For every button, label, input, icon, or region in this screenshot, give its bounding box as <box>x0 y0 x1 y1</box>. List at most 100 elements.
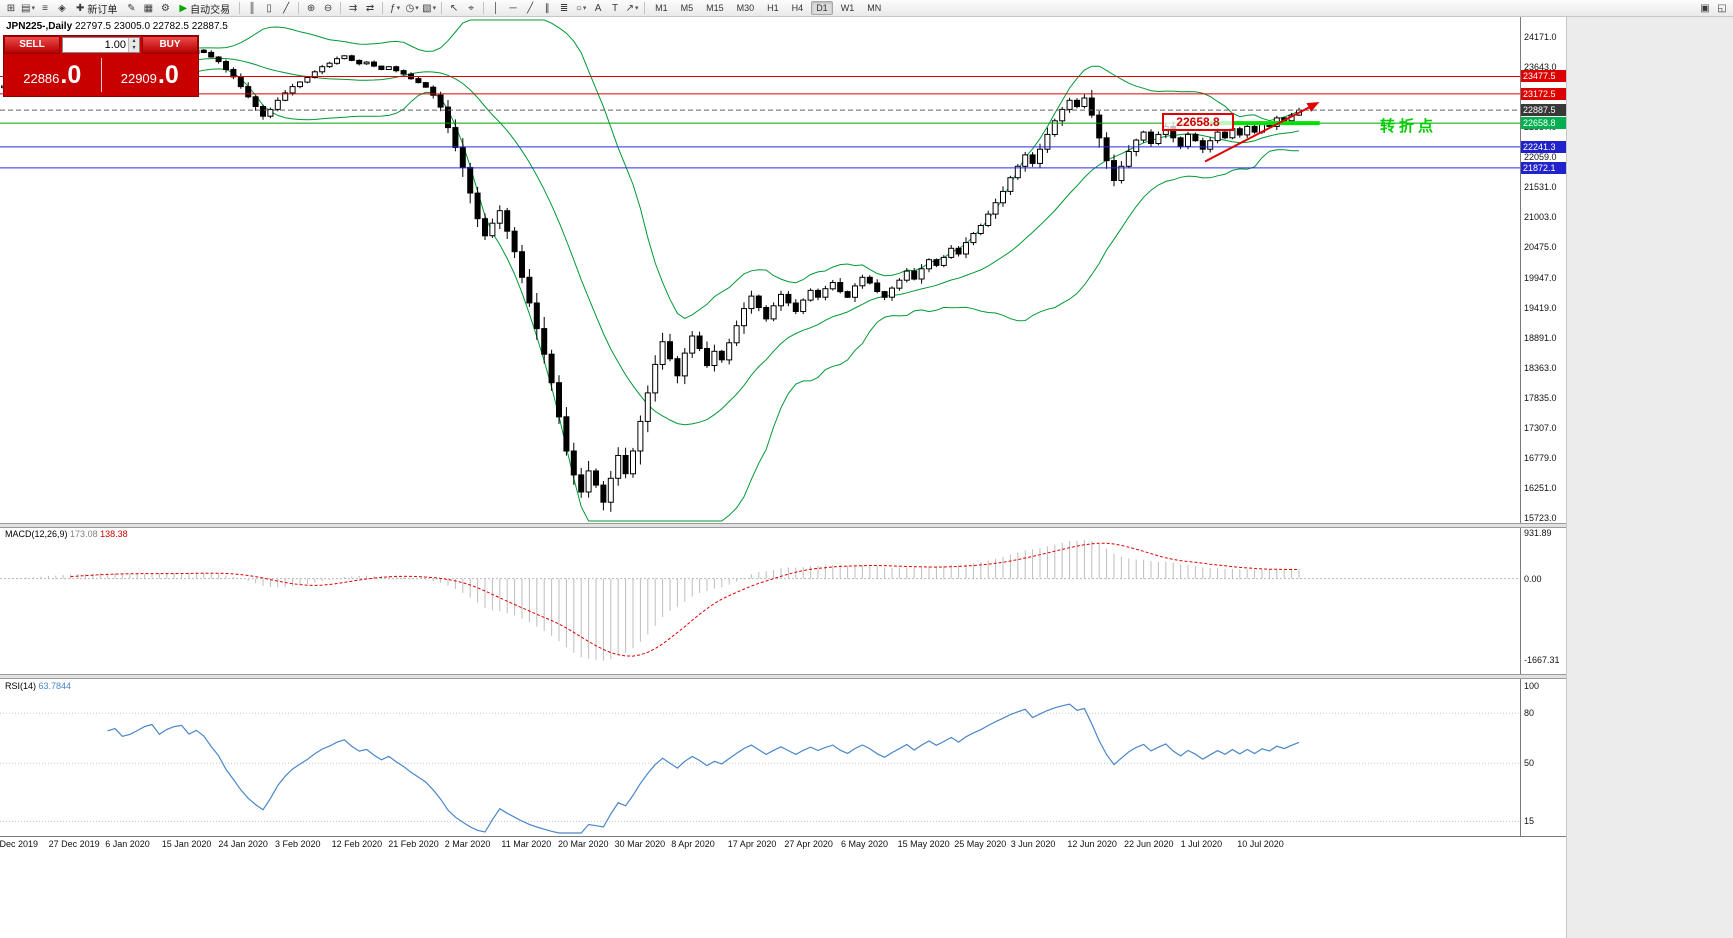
main-toolbar: ⊞ ▤ ▾ ≡ ◈ ✚ 新订单 ✎ ▦ ⚙ ▶ 自动交易 ║ ▯ ╱ ⊕ ⊖ ⇉ ⇄ ƒ ▾ ◷ ▾ ▧ ▾ ↖ ⌖ │ ─ ╱ ∥ ≣ ○ ▾ A… <box>0 0 1733 17</box>
macd-main-value: 173.08 <box>70 529 98 539</box>
auto-trading-icon: ▶ <box>179 2 188 14</box>
metaeditor-icon[interactable]: ✎ <box>127 2 136 14</box>
auto-trading-button[interactable]: ▶ 自动交易 <box>174 1 235 16</box>
strategy-tester-icon[interactable]: ⚙ <box>160 2 170 14</box>
date-label: 30 Mar 2020 <box>614 839 666 849</box>
date-label: 2 Mar 2020 <box>444 839 491 849</box>
timeframe-m1-button[interactable]: M1 <box>655 3 668 13</box>
price-tick: 19947.0 <box>1524 272 1557 283</box>
date-label: 12 Feb 2020 <box>331 839 383 849</box>
price-tick: 21003.0 <box>1524 212 1557 223</box>
sell-button[interactable]: SELL <box>4 36 60 54</box>
timeframe-d1-button[interactable]: D1 <box>811 1 833 15</box>
bar-chart-type-icon[interactable]: ║ <box>248 2 256 14</box>
right-margin-panel <box>1566 17 1733 938</box>
window-layout-icon[interactable]: ◱ <box>1717 2 1727 14</box>
price-line-label: 22887.5 <box>1521 104 1566 117</box>
periods-icon[interactable]: ◷ ▾ <box>405 2 419 14</box>
price-line-label: 22241.3 <box>1521 140 1566 153</box>
cursor-icon[interactable]: ↖ <box>449 2 459 14</box>
buy-price-main: 22909 <box>120 70 157 86</box>
timeframe-h1-button[interactable]: H1 <box>767 3 779 13</box>
profiles-icon[interactable]: ▤ ▾ <box>21 2 35 14</box>
equidistant-channel-icon[interactable]: ∥ <box>544 2 550 14</box>
date-label: 17 Apr 2020 <box>727 839 777 849</box>
price-tick: 18891.0 <box>1524 332 1557 343</box>
price-callout[interactable]: 22658.8 <box>1162 113 1234 131</box>
toolbar-separator <box>483 2 485 14</box>
macd-label: MACD(12,26,9) 173.08 138.38 <box>5 529 128 539</box>
price-tick: 17835.0 <box>1524 392 1557 403</box>
zoom-out-icon[interactable]: ⊖ <box>323 2 333 14</box>
text-icon[interactable]: A <box>594 2 602 14</box>
horizontal-line-icon[interactable]: ─ <box>509 2 517 14</box>
timeframe-w1-button[interactable]: W1 <box>840 3 855 13</box>
volume-value[interactable]: 1.00 <box>104 39 126 51</box>
line-chart-type-icon[interactable]: ╱ <box>283 2 290 14</box>
timeframe-m5-button[interactable]: M5 <box>680 3 694 13</box>
volume-stepper[interactable]: ▴ ▾ <box>128 38 139 52</box>
sell-price-main: 22886 <box>23 70 60 86</box>
navigator-icon[interactable]: ◈ <box>58 2 66 14</box>
terminal-icon[interactable]: ▦ <box>143 2 154 14</box>
volume-field[interactable]: 1.00 ▴ ▾ <box>62 37 140 53</box>
price-tick: 20475.0 <box>1524 242 1557 253</box>
price-tick: 24171.0 <box>1524 32 1557 42</box>
dropdown-caret-icon[interactable]: ▾ <box>635 4 639 12</box>
zoom-in-icon[interactable]: ⊕ <box>306 2 316 14</box>
price-line-label: 22658.8 <box>1521 117 1566 130</box>
price-tick: 22059.0 <box>1524 152 1557 163</box>
dropdown-caret-icon[interactable]: ▾ <box>396 4 401 12</box>
date-label: 15 May 2020 <box>897 839 950 849</box>
vertical-line-icon[interactable]: │ <box>492 2 500 14</box>
arrows-icon[interactable]: ↗ ▾ <box>625 2 639 14</box>
macd-axis-label: -1667.31 <box>1524 654 1560 665</box>
fibonacci-icon[interactable]: ≣ <box>559 2 569 14</box>
text-label-icon[interactable]: T <box>612 2 619 14</box>
one-click-trading-panel: SELL 1.00 ▴ ▾ BUY 22886.0 22909.0 <box>3 35 199 97</box>
rsi-pane-separator[interactable] <box>0 674 1566 679</box>
date-label: 25 May 2020 <box>954 839 1007 849</box>
timeframe-mn-button[interactable]: MN <box>867 3 882 13</box>
crosshair-icon[interactable]: ⌖ <box>468 2 474 14</box>
price-tick: 16779.0 <box>1524 452 1557 463</box>
templates-icon[interactable]: ▧ ▾ <box>422 2 437 14</box>
timeframe-m15-button[interactable]: M15 <box>706 3 724 13</box>
chart-window[interactable] <box>0 17 1566 938</box>
macd-name: MACD(12,26,9) <box>5 529 68 539</box>
fullscreen-icon[interactable]: ▣ <box>1700 2 1710 14</box>
price-divider <box>100 58 102 92</box>
market-watch-icon[interactable]: ≡ <box>42 2 48 14</box>
buy-price[interactable]: 22909.0 <box>102 62 199 88</box>
new-order-button[interactable]: ✚ 新订单 <box>71 1 122 16</box>
dropdown-caret-icon[interactable]: ▾ <box>31 4 35 12</box>
ohlc-values: 22797.5 23005.0 22782.5 22887.5 <box>74 21 228 32</box>
volume-up-icon[interactable]: ▴ <box>129 38 139 45</box>
auto-scroll-icon[interactable]: ⇉ <box>348 2 358 14</box>
timeframe-h4-button[interactable]: H4 <box>791 3 804 13</box>
price-line-label: 23172.5 <box>1521 87 1566 100</box>
time-axis[interactable]: 8 Dec 2019 27 Dec 2019 6 Jan 2020 15 Jan 20… <box>0 839 1566 851</box>
dropdown-caret-icon[interactable]: ▾ <box>415 4 419 12</box>
date-label: 12 Jun 2020 <box>1067 839 1117 849</box>
timeframe-m30-button[interactable]: M30 <box>736 3 755 13</box>
buy-button[interactable]: BUY <box>142 36 198 54</box>
auto-trading-label: 自动交易 <box>190 4 231 16</box>
dropdown-caret-icon[interactable]: ▾ <box>432 4 437 12</box>
rsi-level-label: 100 <box>1524 681 1540 691</box>
candle-chart-type-icon[interactable]: ▯ <box>266 2 272 14</box>
volume-down-icon[interactable]: ▾ <box>129 45 139 52</box>
indicators-icon[interactable]: ƒ ▾ <box>390 2 401 14</box>
dropdown-caret-icon[interactable]: ▾ <box>582 4 587 12</box>
price-tick: 23643.0 <box>1524 62 1557 73</box>
macd-axis-label: 931.89 <box>1524 528 1552 539</box>
sell-price[interactable]: 22886.0 <box>4 62 101 88</box>
chart-shift-icon[interactable]: ⇄ <box>365 2 375 14</box>
shapes-icon[interactable]: ○ ▾ <box>575 2 587 14</box>
new-chart-icon[interactable]: ⊞ <box>6 2 16 14</box>
toolbar-separator <box>441 2 443 14</box>
trendline-icon[interactable]: ╱ <box>527 2 534 14</box>
macd-pane-separator[interactable] <box>0 523 1566 528</box>
price-axis[interactable]: 24171.023643.023115.022587.022059.021531… <box>1521 0 1566 938</box>
toolbar-separator <box>382 2 384 14</box>
